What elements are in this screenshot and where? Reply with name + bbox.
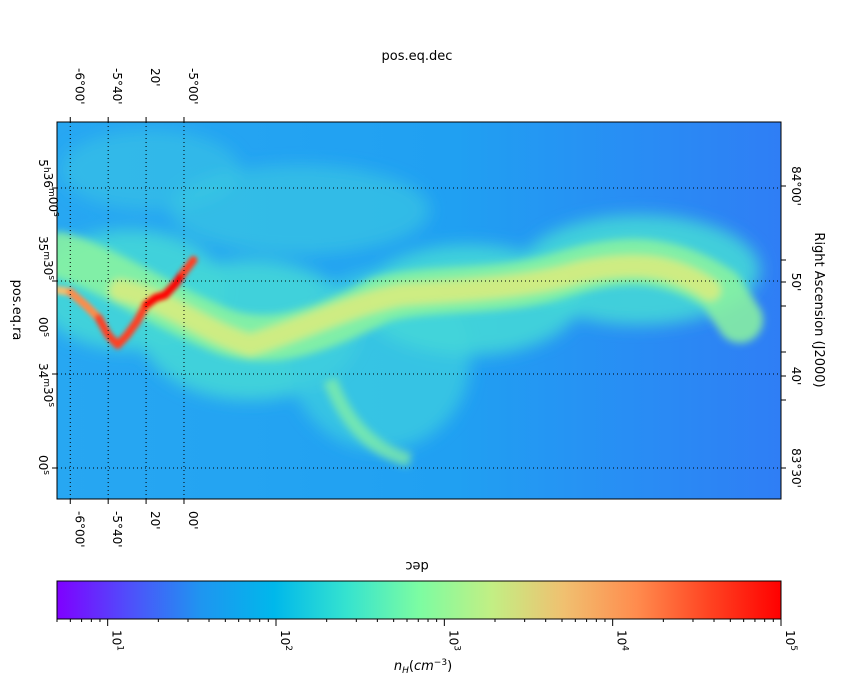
grid bbox=[57, 122, 781, 499]
dec-tick-label-bottom: -5°40' bbox=[110, 511, 124, 548]
colorbar-ticks: 101 102 103 104 105 bbox=[56, 619, 798, 651]
ra-tick-label-left: 34m30s bbox=[36, 363, 56, 407]
ra-tick-label-right: 40' bbox=[789, 367, 803, 386]
ra-tick-label-left: 00s bbox=[36, 317, 51, 337]
colorbar-tick-label: 101 bbox=[110, 630, 125, 651]
top-axis-label: pos.eq.dec bbox=[382, 49, 453, 64]
dec-tick-label-top: -5°00' bbox=[186, 68, 200, 105]
ra-tick-label-left: 00s bbox=[36, 455, 51, 475]
right-axis-label: Right Ascension (J2000) bbox=[811, 232, 826, 387]
ra-tick-label-right: 83°30' bbox=[789, 448, 803, 488]
left-axis-label: pos.eq.ra bbox=[9, 280, 24, 341]
ra-tick-label-right: 50' bbox=[789, 273, 803, 292]
colorbar-tick-label: 103 bbox=[446, 630, 461, 651]
bottom-axis-label: dec bbox=[405, 558, 428, 573]
ra-tick-label-left: 5h36m00s bbox=[36, 159, 61, 217]
dec-tick-label-bottom: -6°00' bbox=[72, 511, 86, 548]
ra-tick-label-left: 35m30s bbox=[36, 236, 56, 280]
colorbar-tick-label: 102 bbox=[278, 630, 293, 651]
colorbar-label: nH(cm−3) bbox=[394, 658, 452, 676]
plot-frame bbox=[56, 121, 782, 500]
dec-tick-label-top: -5°40' bbox=[110, 68, 124, 105]
filament-segment bbox=[179, 256, 198, 276]
dec-tick-label-top: 20' bbox=[148, 68, 162, 87]
colorbar-tick-label: 104 bbox=[615, 630, 630, 651]
axis-ticks: -6°00' -6°00' -5°40' -5°40' 20' 20' -5°00' 00' 5… bbox=[36, 68, 803, 548]
colorbar bbox=[56, 580, 782, 620]
filament-spine bbox=[57, 256, 198, 349]
filament-body bbox=[57, 232, 763, 467]
dec-tick-label-bottom: 00' bbox=[186, 511, 200, 530]
ra-tick-label-right: 84°00' bbox=[789, 166, 803, 206]
dec-tick-label-top: -6°00' bbox=[72, 68, 86, 105]
density-map bbox=[57, 122, 781, 499]
colorbar-tick-label: 105 bbox=[783, 630, 798, 651]
dec-tick-label-bottom: 20' bbox=[148, 511, 162, 530]
